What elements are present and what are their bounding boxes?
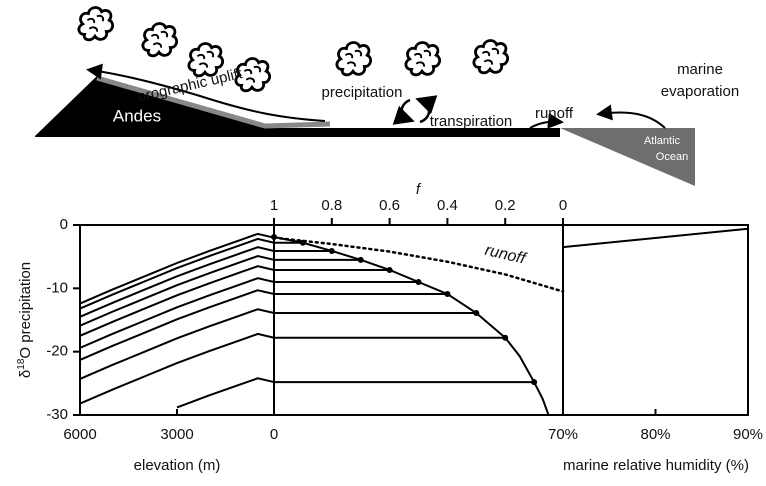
x-tick-label: 3000 [160,426,193,443]
diagram-label: Ocean [656,151,688,163]
series-line [79,308,275,380]
x-tick-label: 70% [548,426,578,443]
recycle-arrow [392,98,415,125]
series-line [79,332,275,405]
point [415,279,422,285]
point [502,334,509,341]
x-axis-label: f [416,181,422,198]
point [531,379,538,386]
y-tick-label: -30 [46,406,68,423]
point [473,310,480,317]
x-tick-label: 1 [270,197,278,214]
x-axis-label: elevation (m) [134,457,221,474]
point [299,239,306,246]
cloud [77,6,114,42]
series-line [79,265,275,337]
point [271,234,277,241]
y-axis-label-sup: 18 [16,358,27,370]
y-tick-label: 0 [60,216,68,233]
series-line [79,254,275,327]
y-tick-label: -10 [46,279,68,296]
annotation: runoff [483,242,528,268]
diagram-label: Atlantic [644,135,681,147]
series-line [79,232,275,305]
x-tick-label: 0.6 [379,197,400,214]
y-axis-label-part: δ [17,370,34,378]
cloud [335,41,372,77]
diagram-label: precipitation [322,84,403,101]
diagram: orographic uplift Andes precipitation tr… [35,6,739,186]
x-tick-label: 90% [733,426,763,443]
diagram-label: transpiration [430,113,513,130]
diagram-label: orographic uplift [136,65,245,106]
series-line [79,289,275,361]
x-tick-label: 6000 [63,426,96,443]
ocean-shape [560,128,695,186]
series-line [79,237,275,310]
series-line [79,277,275,349]
slope [96,75,331,129]
point [386,266,393,273]
point [444,291,451,298]
x-tick-label: 0.4 [437,197,458,214]
recycle-arrow [415,95,438,124]
runoff-arrow [529,112,564,129]
y-axis-label: δ18O precipitation [16,262,34,378]
diagram-label: Andes [113,106,161,125]
uplift-arrow [86,63,326,122]
cloud [404,41,441,77]
point [328,247,335,254]
y-tick-label: -20 [46,343,68,360]
x-tick-label: 0 [270,426,278,443]
cloud [472,39,509,75]
x-tick-label: 80% [640,426,670,443]
x-axis-label: marine relative humidity (%) [563,457,749,474]
diagram-label: evaporation [661,83,739,100]
andes-shape [35,76,560,137]
series-line [562,227,749,249]
series-line [176,377,275,409]
x-tick-label: 0 [559,197,567,214]
x-tick-label: 0.8 [321,197,342,214]
series-line [272,236,565,293]
point [357,256,364,263]
diagram-label: runoff [535,105,574,122]
series-line [79,246,275,318]
evaporation-arrow [596,104,666,129]
diagram-label: marine [677,61,723,78]
cloud [141,22,178,58]
plot-frame [79,224,749,416]
x-tick-label: 0.2 [495,197,516,214]
y-axis-label-part: O precipitation [17,262,34,359]
